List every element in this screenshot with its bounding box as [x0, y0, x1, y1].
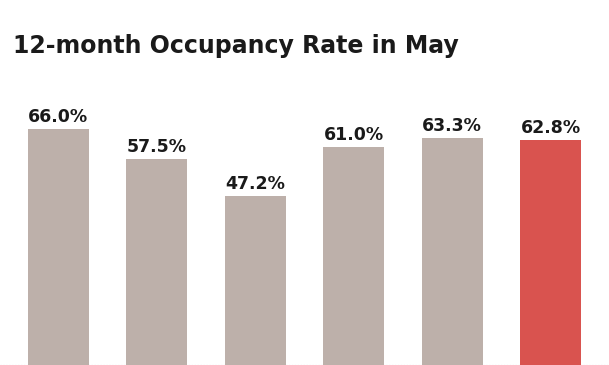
Bar [27, 128, 89, 365]
Bar [225, 196, 286, 365]
Text: 66.0%: 66.0% [28, 108, 88, 126]
Bar [126, 159, 188, 365]
Bar [323, 146, 384, 365]
Text: 12-month Occupancy Rate in May: 12-month Occupancy Rate in May [13, 34, 459, 58]
Text: 57.5%: 57.5% [127, 138, 187, 156]
Text: 47.2%: 47.2% [225, 175, 285, 193]
Text: 62.8%: 62.8% [521, 119, 581, 137]
Bar [520, 140, 582, 365]
Text: 61.0%: 61.0% [324, 126, 384, 144]
Bar [421, 138, 483, 365]
Text: 63.3%: 63.3% [422, 118, 482, 135]
